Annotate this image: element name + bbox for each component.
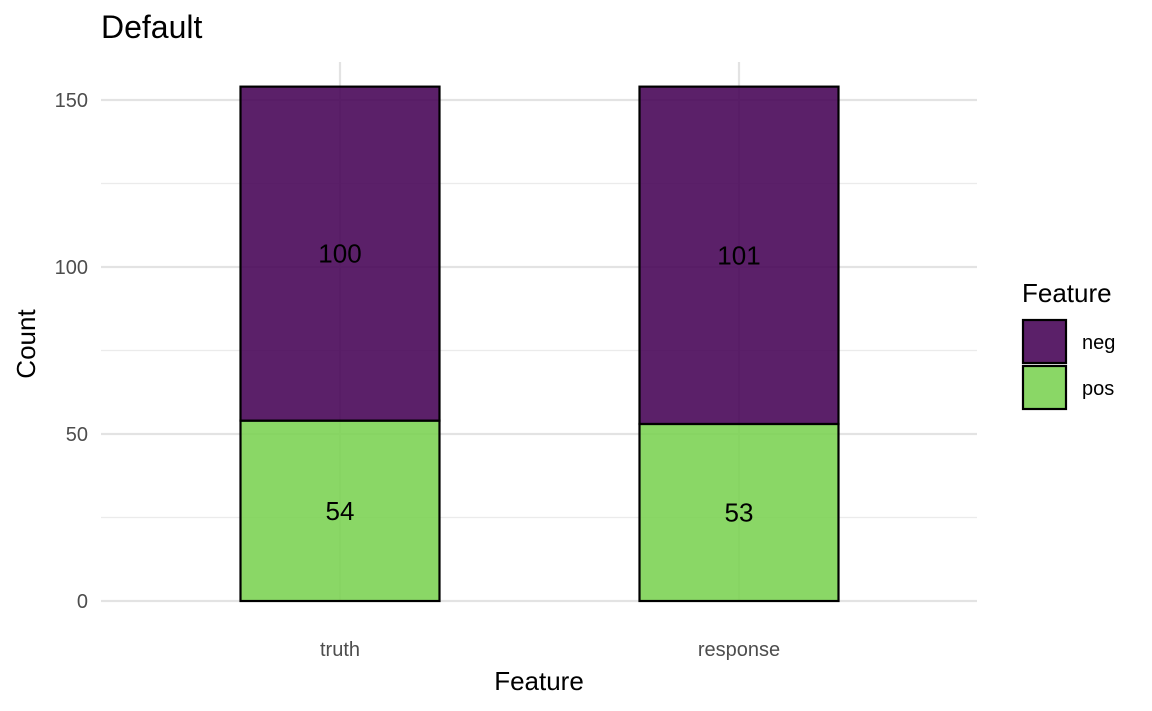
chart-title: Default: [101, 9, 203, 45]
legend: Feature neg pos: [1021, 278, 1115, 411]
bar-segment-pos: [638, 422, 840, 603]
y-tick-label: 0: [77, 591, 88, 613]
y-axis-title: Count: [11, 309, 41, 379]
bars: 54 100 53 101: [239, 85, 840, 603]
legend-label: neg: [1082, 332, 1115, 354]
y-tick-labels: 0 50 100 150: [55, 90, 88, 613]
legend-title: Feature: [1022, 278, 1112, 308]
bar-segment-pos: [239, 419, 441, 603]
x-tick-label: response: [698, 639, 780, 661]
x-tick-labels: truth response: [320, 639, 780, 661]
y-tick-label: 100: [55, 257, 88, 279]
grid: [101, 62, 977, 603]
y-tick-label: 50: [66, 424, 88, 446]
legend-swatch-pos: [1021, 364, 1068, 411]
data-label: 100: [318, 239, 361, 269]
data-label: 54: [326, 496, 355, 526]
bar-segment-neg: [638, 85, 840, 426]
legend-label: pos: [1082, 378, 1114, 400]
x-tick-label: truth: [320, 639, 360, 661]
x-axis-title: Feature: [494, 666, 584, 696]
legend-swatch-neg: [1021, 318, 1068, 365]
y-tick-label: 150: [55, 90, 88, 112]
data-label: 101: [717, 240, 760, 270]
bar-segment-neg: [239, 85, 441, 422]
data-label: 53: [725, 497, 754, 527]
